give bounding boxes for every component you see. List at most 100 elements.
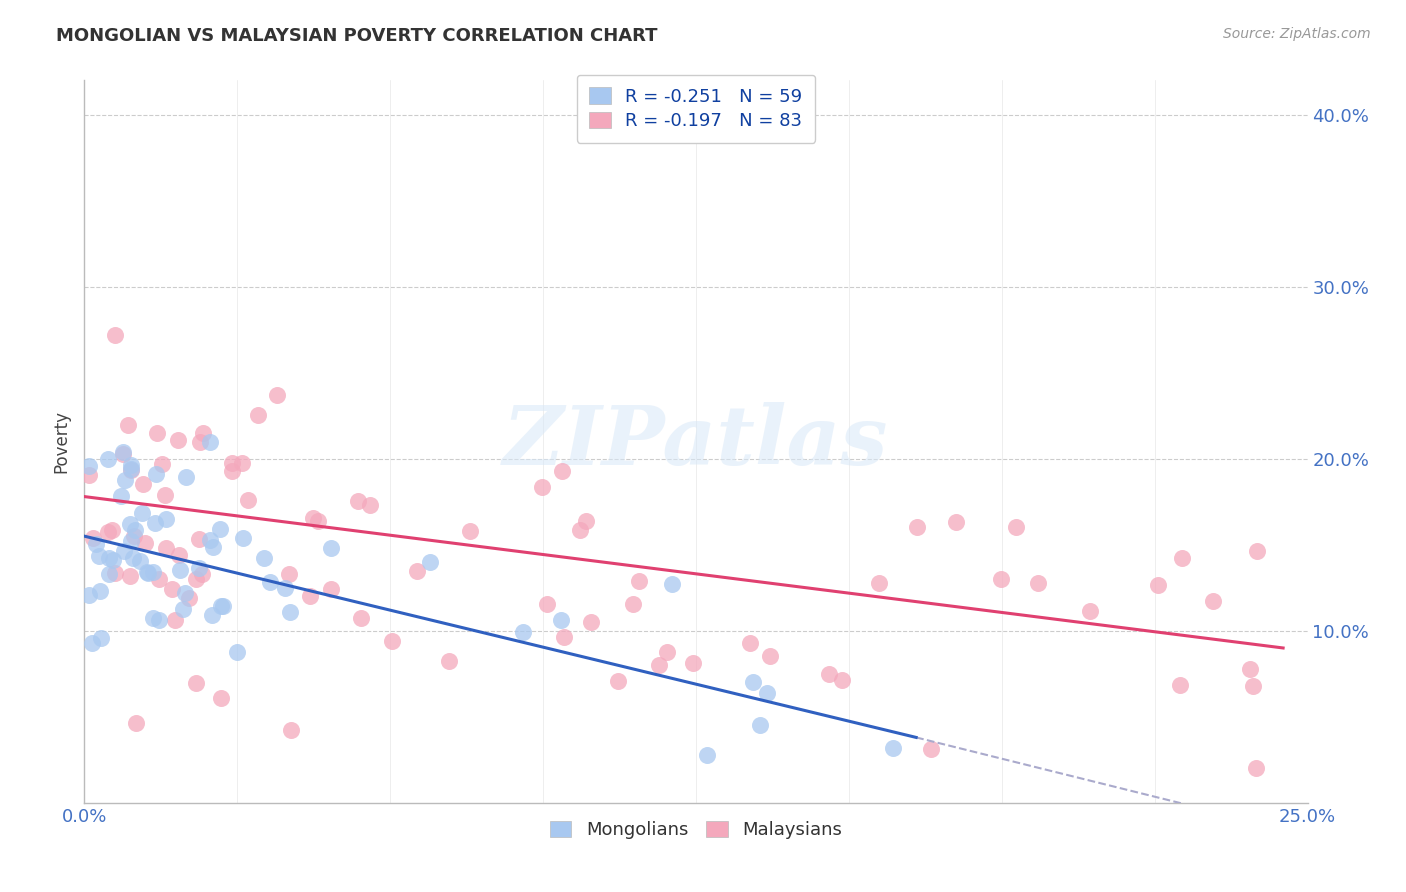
Point [550,613,572,627]
Point [211,599,233,613]
Point [225,645,247,659]
Point [174,586,197,600]
Point [1241,679,1264,693]
Point [122,528,145,542]
Point [236,492,259,507]
Point [84,537,107,551]
Point [246,409,269,423]
Point [882,740,904,755]
Point [120,462,142,476]
Point [868,576,890,591]
Point [536,597,558,611]
Text: MONGOLIAN VS MALAYSIAN POVERTY CORRELATION CHART: MONGOLIAN VS MALAYSIAN POVERTY CORRELATI… [56,27,658,45]
Point [817,667,839,681]
Point [755,686,778,700]
Point [112,445,135,459]
Point [655,645,678,659]
Point [359,498,381,512]
Point [163,613,186,627]
Point [274,581,297,595]
Point [221,464,243,478]
Point [87,549,110,564]
Point [661,576,683,591]
Point [77,467,100,482]
Point [118,568,141,582]
Point [97,452,120,467]
Point [1005,520,1028,534]
Point [201,607,224,622]
Text: Source: ZipAtlas.com: Source: ZipAtlas.com [1223,27,1371,41]
Point [945,516,967,530]
Point [184,675,207,690]
Point [682,656,704,670]
Point [648,658,671,673]
Point [97,524,120,539]
Point [231,456,253,470]
Point [77,588,100,602]
Point [77,458,100,473]
Point [209,522,232,536]
Point [551,464,574,478]
Point [150,457,173,471]
Point [124,715,146,730]
Point [145,467,167,482]
Point [1202,594,1225,608]
Point [120,534,142,549]
Point [120,458,142,472]
Point [437,654,460,668]
Point [530,480,553,494]
Point [1078,604,1101,618]
Point [136,566,159,580]
Point [153,488,176,502]
Point [98,550,121,565]
Point [120,462,142,476]
Point [193,425,215,440]
Point [166,433,188,447]
Point [145,426,167,441]
Point [148,613,170,627]
Point [298,589,321,603]
Point [131,506,153,520]
Point [266,388,288,402]
Point [186,572,208,586]
Point [104,566,127,581]
Point [1246,543,1268,558]
Point [117,417,139,432]
Point [232,532,254,546]
Point [169,563,191,577]
Point [742,674,765,689]
Point [167,549,190,563]
Point [568,523,591,537]
Point [905,520,928,534]
Y-axis label: Poverty: Poverty [52,410,70,473]
Point [209,599,232,614]
Point [1171,550,1194,565]
Point [103,552,125,566]
Point [277,567,299,582]
Point [142,611,165,625]
Point [553,630,575,644]
Point [627,574,650,588]
Point [259,574,281,589]
Point [110,489,132,503]
Point [209,690,232,705]
Point [749,718,772,732]
Point [82,532,104,546]
Point [307,514,329,528]
Point [177,591,200,605]
Point [512,625,534,640]
Point [155,541,177,556]
Point [831,673,853,688]
Point [581,615,603,629]
Point [128,554,150,568]
Point [1244,761,1267,775]
Point [278,605,301,619]
Point [253,551,276,566]
Point [319,541,342,555]
Point [112,544,135,558]
Point [406,564,429,578]
Point [120,517,142,532]
Point [98,566,121,581]
Point [319,582,342,597]
Point [131,477,153,491]
